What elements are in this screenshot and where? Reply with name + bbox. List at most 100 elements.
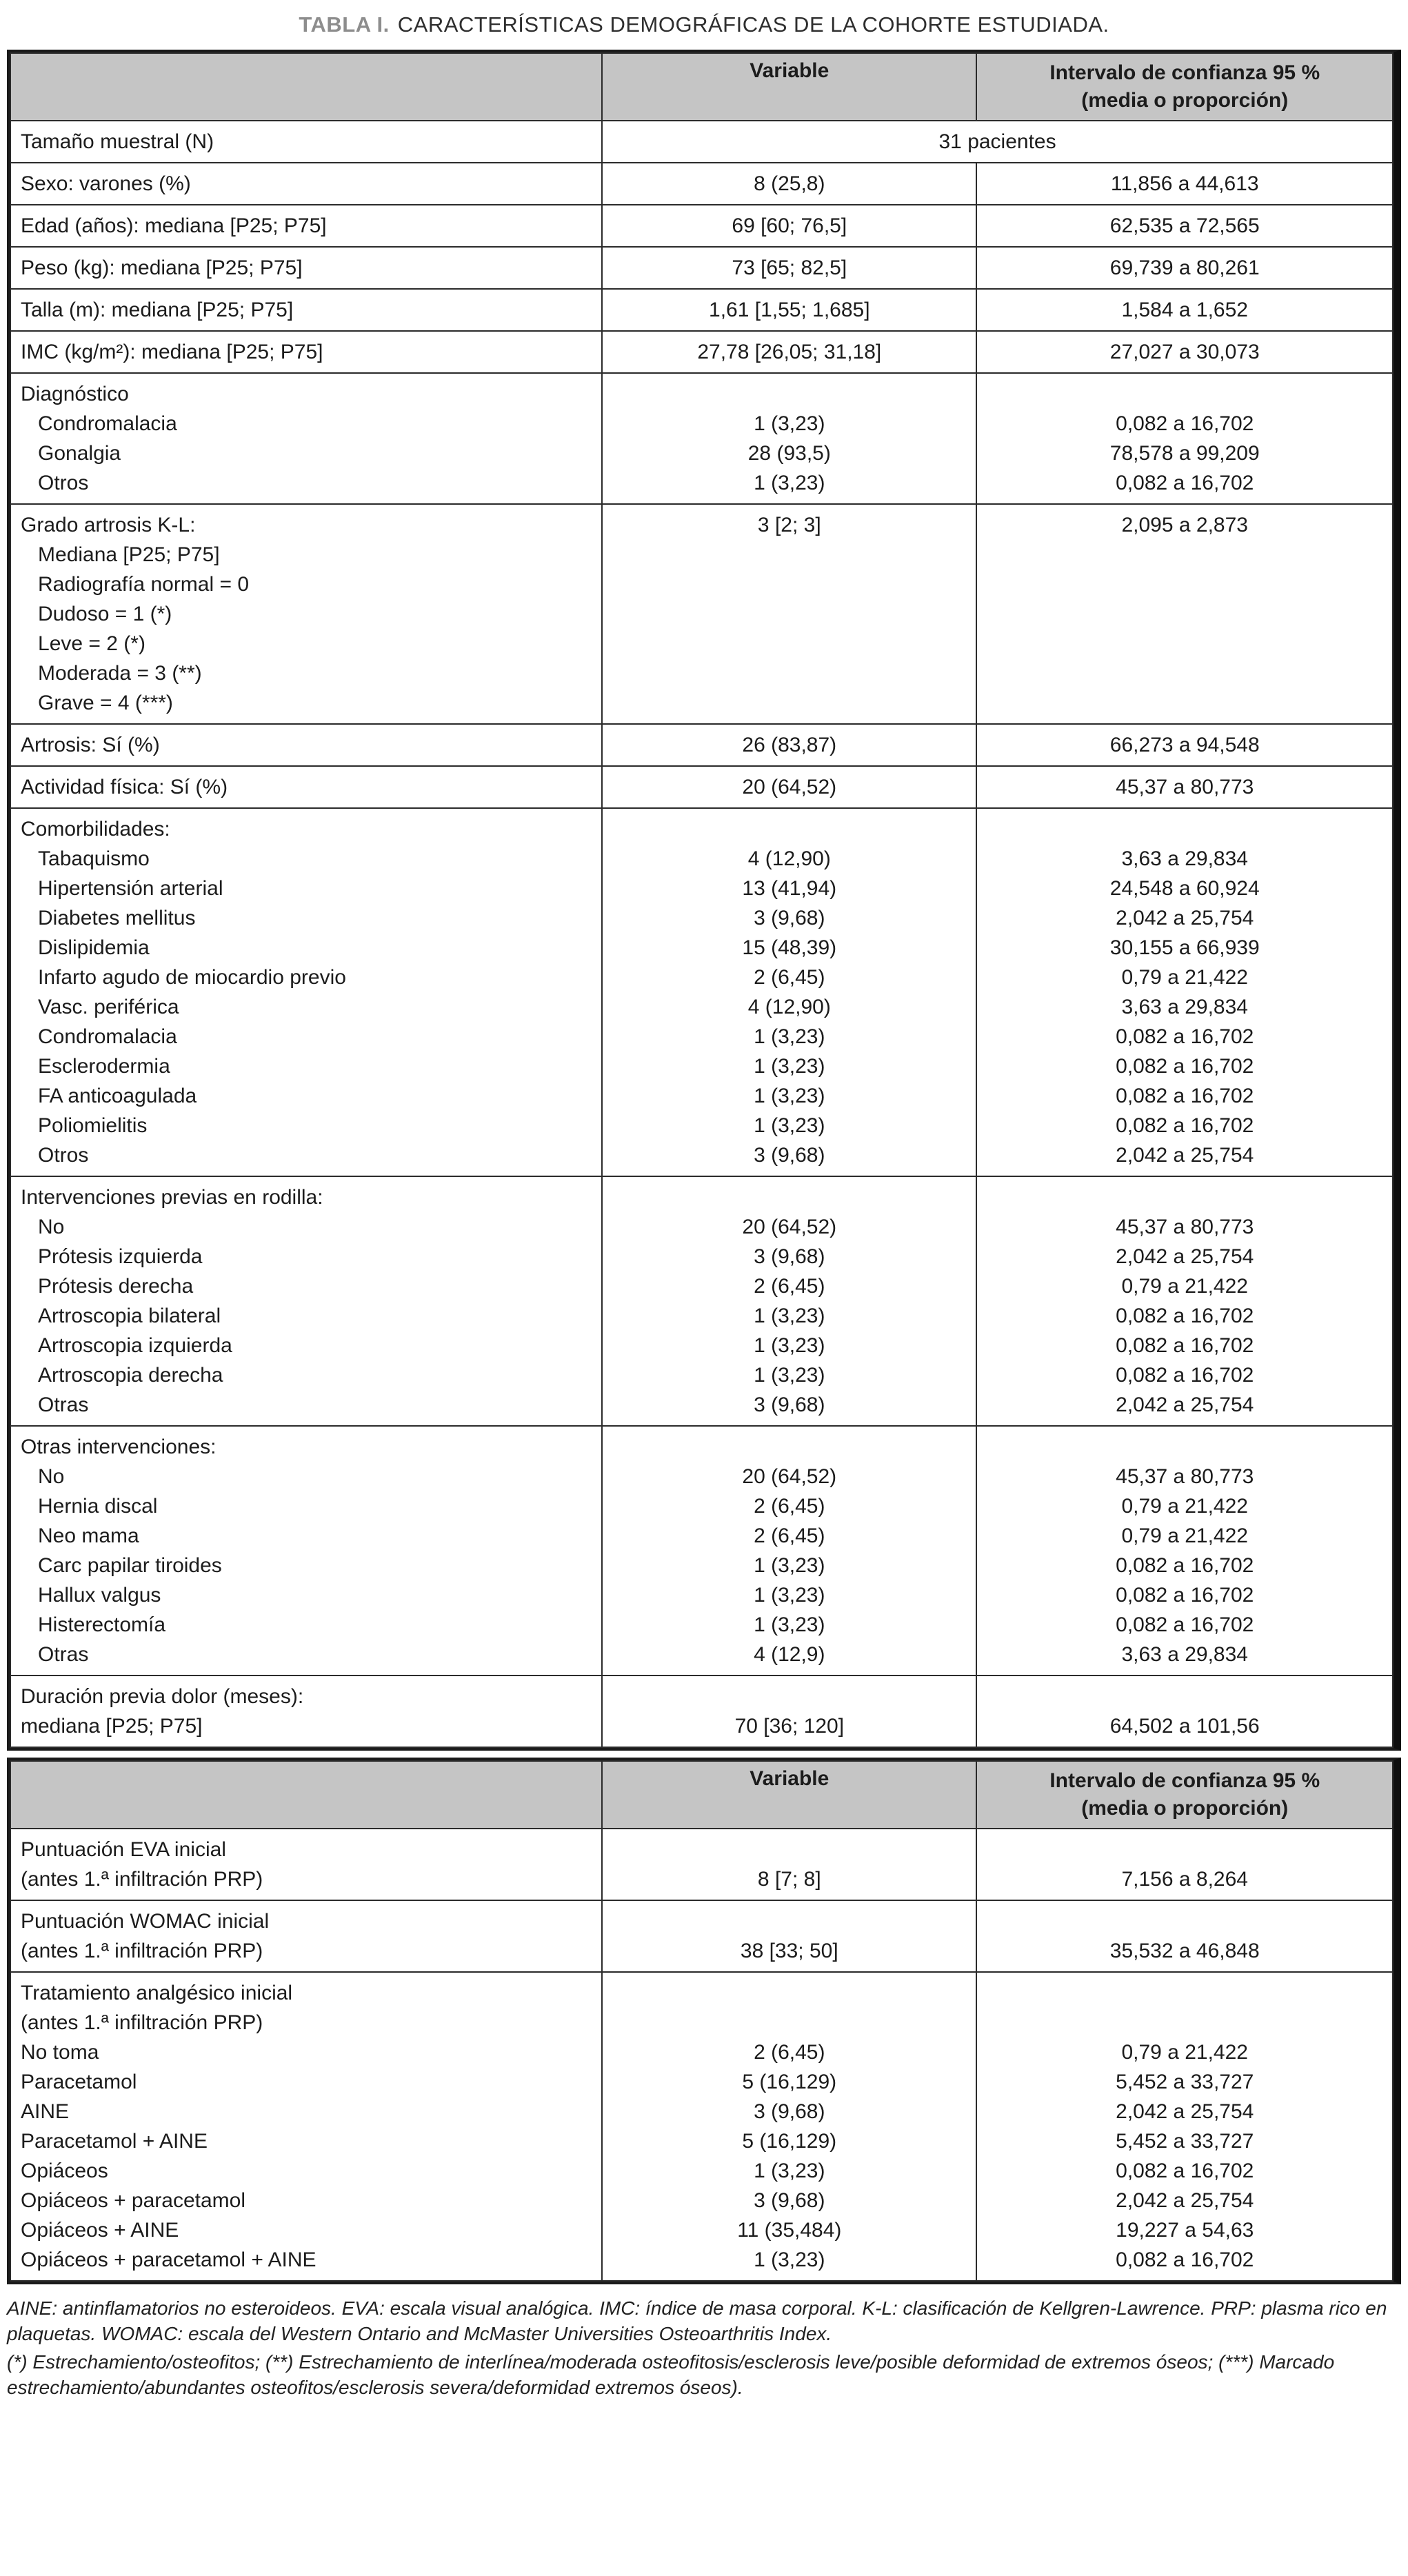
cell-variable: 27,78 [26,05; 31,18] xyxy=(601,330,978,374)
cell-line: 2,042 a 25,754 xyxy=(1116,2100,1254,2123)
cell-line: 0,082 a 16,702 xyxy=(1116,1305,1254,1327)
cell-line xyxy=(612,1835,966,1864)
cell-line: 1 (3,23) xyxy=(754,472,825,494)
cell-line: 2,095 a 2,873 xyxy=(1121,514,1248,536)
cell-ci: 7,156 a 8,264 xyxy=(976,1828,1394,1901)
cell-sample-value: 31 pacientes xyxy=(601,120,1394,163)
cell-line: No xyxy=(21,1465,65,1488)
cell-line xyxy=(612,1682,966,1711)
cell-line: 1,584 a 1,652 xyxy=(1121,299,1248,321)
cell-variable: 1,61 [1,55; 1,685] xyxy=(601,288,978,332)
cell-line: Artroscopia derecha xyxy=(21,1364,223,1387)
cell-line: Tabaquismo xyxy=(21,847,150,870)
table-row: Comorbilidades: Tabaquismo Hipertensión … xyxy=(9,807,1394,1177)
cell-line: Tratamiento analgésico inicial xyxy=(21,1982,293,2004)
cell-line xyxy=(987,1835,1382,1864)
cell-line: 2 (6,45) xyxy=(754,2041,825,2064)
cell-line: 2,042 a 25,754 xyxy=(1116,907,1254,929)
table-row: Diagnóstico Condromalacia Gonalgia Otros… xyxy=(9,372,1394,505)
table-row: Puntuación EVA inicial (antes 1.ª infiltr… xyxy=(9,1828,1394,1901)
cell-line: Artroscopia bilateral xyxy=(21,1305,221,1327)
cell-label: Peso (kg): mediana [P25; P75] xyxy=(9,246,603,290)
cell-line: (antes 1.ª infiltración PRP) xyxy=(21,2011,263,2034)
table-2: Variable Intervalo de confianza 95 % (me… xyxy=(9,1760,1394,2282)
cell-line: 2,042 a 25,754 xyxy=(1116,1393,1254,1416)
cell-line: 0,79 a 21,422 xyxy=(1121,966,1248,989)
footnotes: AINE: antinflamatorios no esteroideos. E… xyxy=(7,2295,1401,2400)
cell-line: 13 (41,94) xyxy=(742,877,837,900)
header-empty-cell xyxy=(9,1760,603,1829)
cell-line: 64,502 a 101,56 xyxy=(1109,1715,1260,1738)
cell-line: 73 [65; 82,5] xyxy=(732,256,847,279)
cell-line: Dislipidemia xyxy=(21,936,150,959)
cell-line: Puntuación EVA inicial xyxy=(21,1838,226,1861)
cell-line: 2,042 a 25,754 xyxy=(1116,1144,1254,1167)
cell-line: 15 (48,39) xyxy=(742,936,837,959)
cell-line: 2,042 a 25,754 xyxy=(1116,2189,1254,2212)
cell-label: Puntuación WOMAC inicial (antes 1.ª infil… xyxy=(9,1900,603,1973)
cell-variable: 1 (3,23) 28 (93,5) 1 (3,23) xyxy=(601,372,978,505)
cell-line: 2 (6,45) xyxy=(754,966,825,989)
cell-line: 1,61 [1,55; 1,685] xyxy=(709,299,870,321)
cell-line: Otras intervenciones: xyxy=(21,1436,217,1458)
cell-line: 2 (6,45) xyxy=(754,1495,825,1518)
cell-line: 4 (12,90) xyxy=(747,996,831,1018)
cell-line: 38 [33; 50] xyxy=(740,1940,838,1962)
cell-line: 30,155 a 66,939 xyxy=(1109,936,1260,959)
table-title-label: TABLA I. xyxy=(299,12,390,37)
cell-line: 0,082 a 16,702 xyxy=(1116,1334,1254,1357)
cell-ci: 45,37 a 80,773 0,79 a 21,422 0,79 a 21,422… xyxy=(976,1425,1394,1676)
cell-line: 35,532 a 46,848 xyxy=(1109,1940,1260,1962)
cell-line: Leve = 2 (*) xyxy=(21,632,145,655)
cell-line: Sexo: varones (%) xyxy=(21,172,191,195)
cell-line: 1 (3,23) xyxy=(754,1364,825,1387)
cell-label: Sexo: varones (%) xyxy=(9,162,603,205)
cell-line: IMC (kg/m²): mediana [P25; P75] xyxy=(21,341,323,363)
header-confidence-interval: Intervalo de confianza 95 % (media o pro… xyxy=(976,1760,1394,1829)
cell-line: 3 (9,68) xyxy=(754,1144,825,1167)
cell-line: 69,739 a 80,261 xyxy=(1109,256,1260,279)
cell-line: Artroscopia izquierda xyxy=(21,1334,232,1357)
cell-line: 1 (3,23) xyxy=(754,1085,825,1107)
header-ci-line2: (media o proporción) xyxy=(1081,89,1289,112)
cell-ci: 35,532 a 46,848 xyxy=(976,1900,1394,1973)
cell-line: Hallux valgus xyxy=(21,1584,161,1607)
cell-line: 45,37 a 80,773 xyxy=(1116,1465,1254,1488)
cell-line xyxy=(612,2008,966,2037)
cell-line: Peso (kg): mediana [P25; P75] xyxy=(21,256,303,279)
table-title-text: CARACTERÍSTICAS DEMOGRÁFICAS DE LA COHOR… xyxy=(397,12,1109,37)
cell-line: Tamaño muestral (N) xyxy=(21,130,214,153)
cell-line: 24,548 a 60,924 xyxy=(1109,877,1260,900)
cell-line: 3 (9,68) xyxy=(754,907,825,929)
cell-line: 3 (9,68) xyxy=(754,1245,825,1268)
cell-line: 2 (6,45) xyxy=(754,1275,825,1298)
header-ci-line1: Intervalo de confianza 95 % xyxy=(1049,1769,1320,1792)
cell-line: 5,452 a 33,727 xyxy=(1116,2071,1254,2093)
cell-line: Puntuación WOMAC inicial xyxy=(21,1910,270,1933)
cell-line: 11 (35,484) xyxy=(737,2219,842,2242)
cell-line: 0,082 a 16,702 xyxy=(1116,1584,1254,1607)
cell-variable: 69 [60; 76,5] xyxy=(601,204,978,248)
table-row: Grado artrosis K-L: Mediana [P25; P75] R… xyxy=(9,503,1394,725)
cell-line xyxy=(612,1183,966,1212)
cell-variable: 38 [33; 50] xyxy=(601,1900,978,1973)
cell-line: Moderada = 3 (**) xyxy=(21,662,202,685)
cell-line: 0,79 a 21,422 xyxy=(1121,1495,1248,1518)
cell-variable: 4 (12,90) 13 (41,94) 3 (9,68) 15 (48,39) 2 (… xyxy=(601,807,978,1177)
cell-line: Talla (m): mediana [P25; P75] xyxy=(21,299,294,321)
header-ci-line2: (media o proporción) xyxy=(1081,1797,1289,1820)
cell-line: Paracetamol xyxy=(21,2071,137,2093)
footnote-abbreviations: AINE: antinflamatorios no esteroideos. E… xyxy=(7,2297,1387,2344)
cell-ci: 0,082 a 16,702 78,578 a 99,209 0,082 a 16,… xyxy=(976,372,1394,505)
cell-line: 0,082 a 16,702 xyxy=(1116,472,1254,494)
cell-line: Vasc. periférica xyxy=(21,996,179,1018)
cell-line: 69 [60; 76,5] xyxy=(732,214,847,237)
cell-line: 2 (6,45) xyxy=(754,1525,825,1547)
cell-line xyxy=(987,1432,1382,1462)
cell-line: Otros xyxy=(21,472,89,494)
table-row: Actividad física: Sí (%) 20 (64,52) 45,37 … xyxy=(9,765,1394,809)
cell-line: 3 (9,68) xyxy=(754,1393,825,1416)
cell-variable: 2 (6,45) 5 (16,129) 3 (9,68) 5 (16,129) 1 (3… xyxy=(601,1971,978,2282)
table-row: Tratamiento analgésico inicial (antes 1.ª… xyxy=(9,1971,1394,2282)
demographics-table-part1: Variable Intervalo de confianza 95 % (me… xyxy=(7,50,1401,1751)
